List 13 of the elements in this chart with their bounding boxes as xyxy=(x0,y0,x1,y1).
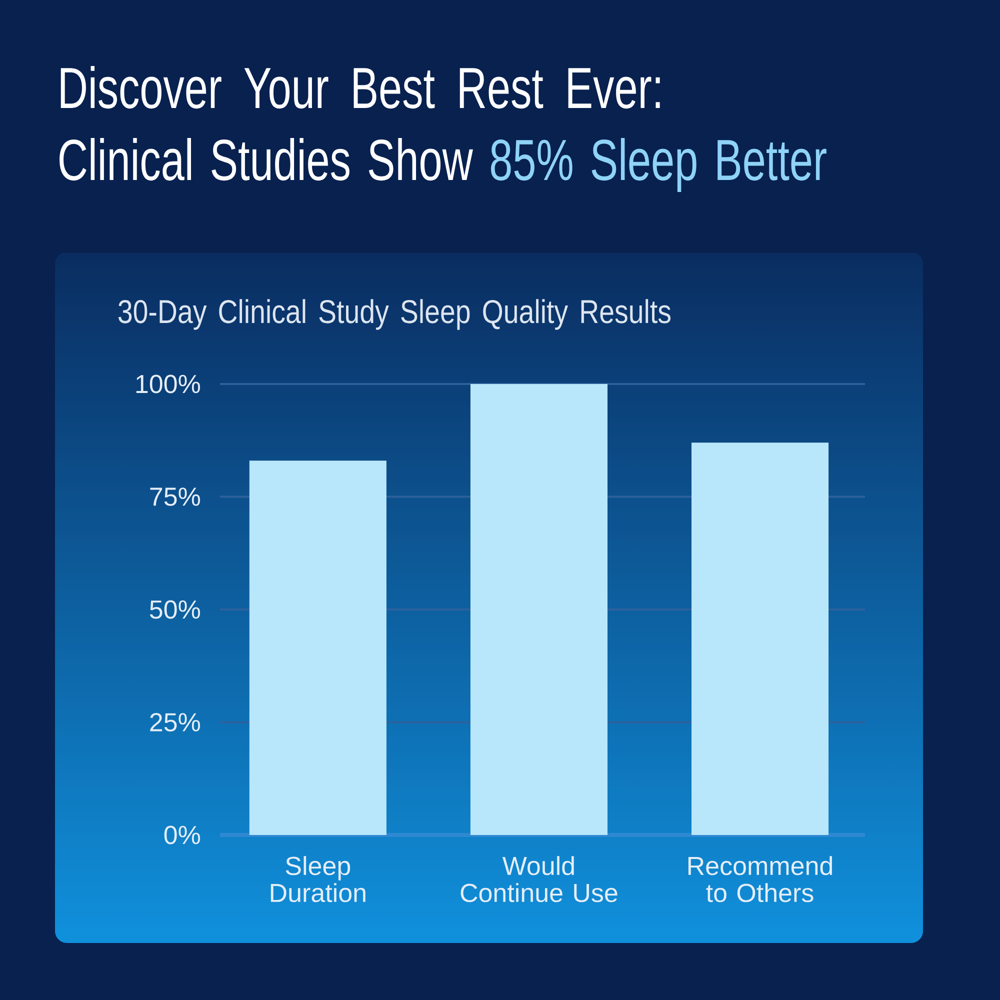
chart-subtitle: 30-Day Clinical Study Sleep Quality Results xyxy=(118,299,670,330)
bar xyxy=(691,442,829,836)
x-tick-label: Sleep Duration xyxy=(270,856,366,902)
y-tick-label: 50% xyxy=(150,600,200,619)
y-tick-label: 0% xyxy=(164,826,200,844)
chart-title: Discover Your Best Rest Ever: Clinical Studies Show 85% Sleep Better xyxy=(60,66,826,192)
bar xyxy=(249,460,386,836)
y-tick-label: 75% xyxy=(150,488,200,506)
y-tick-label: 100% xyxy=(136,374,200,394)
bar xyxy=(470,384,608,836)
y-tick-label: 25% xyxy=(150,713,200,732)
x-tick-label: Would Continue Use xyxy=(460,856,618,902)
x-tick-label: Recommend to Others xyxy=(688,856,832,902)
